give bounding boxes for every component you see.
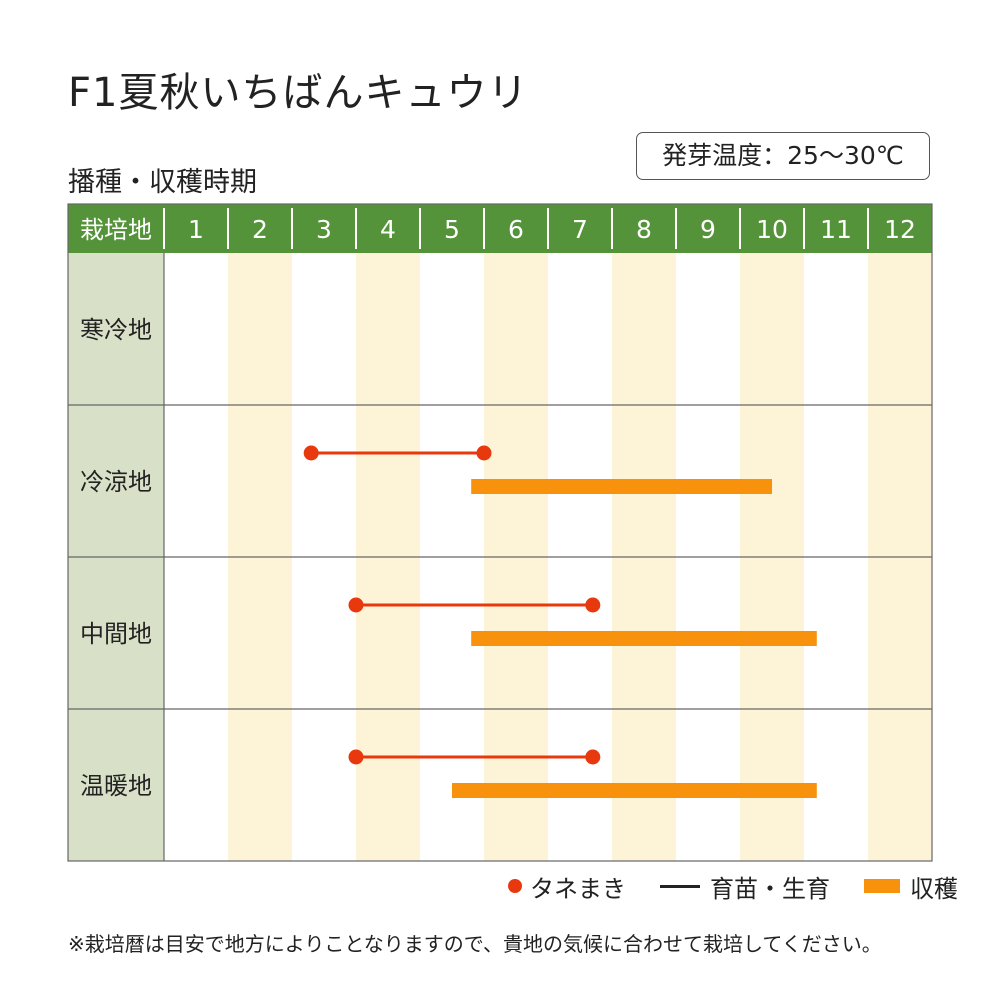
month-label-7: 7: [572, 215, 588, 244]
chart-subtitle: 播種・収穫時期: [68, 167, 257, 198]
month-label-5: 5: [444, 215, 460, 244]
orange-bar-icon: [864, 879, 900, 893]
region-label: 寒冷地: [80, 316, 152, 344]
month-label-8: 8: [636, 215, 652, 244]
month-label-4: 4: [380, 215, 396, 244]
month-label-11: 11: [820, 215, 852, 244]
header-region-label: 栽培地: [80, 216, 152, 244]
page-title: F1夏秋いちばんキュウリ: [68, 70, 529, 116]
legend-sowing: タネまき: [508, 869, 626, 904]
header-band: [68, 204, 932, 253]
legend-sowing-label: タネまき: [530, 874, 626, 903]
footnote: ※栽培暦は目安で地方によりことなりますので、貴地の気候に合わせて栽培してください…: [68, 932, 882, 956]
sowing-end-dot: [476, 445, 492, 461]
month-label-10: 10: [756, 215, 788, 244]
harvest-bar: [471, 479, 772, 494]
sowing-end-dot: [585, 749, 601, 765]
region-label: 冷涼地: [80, 468, 152, 496]
legend-seedling: 育苗・生育: [660, 869, 830, 904]
legend: タネまき 育苗・生育 収穫: [508, 869, 958, 904]
grid-border: [67, 203, 933, 862]
month-label-12: 12: [884, 215, 916, 244]
harvest-bar: [471, 631, 817, 646]
month-label-6: 6: [508, 215, 524, 244]
sowing-start-dot: [303, 445, 319, 461]
harvest-bar: [452, 783, 817, 798]
black-line-icon: [660, 884, 700, 888]
legend-harvest-label: 収穫: [910, 874, 958, 903]
germination-temperature-badge: 発芽温度：25～30℃: [636, 132, 930, 180]
month-label-1: 1: [188, 215, 204, 244]
month-label-3: 3: [316, 215, 332, 244]
legend-harvest: 収穫: [864, 869, 958, 904]
sowing-end-dot: [585, 597, 601, 613]
sowing-start-dot: [348, 597, 364, 613]
region-label: 温暖地: [80, 772, 152, 800]
month-label-2: 2: [252, 215, 268, 244]
region-label: 中間地: [80, 620, 152, 648]
legend-seedling-label: 育苗・生育: [710, 874, 830, 903]
sowing-start-dot: [348, 749, 364, 765]
red-dot-icon: [508, 879, 522, 893]
month-label-9: 9: [700, 215, 716, 244]
